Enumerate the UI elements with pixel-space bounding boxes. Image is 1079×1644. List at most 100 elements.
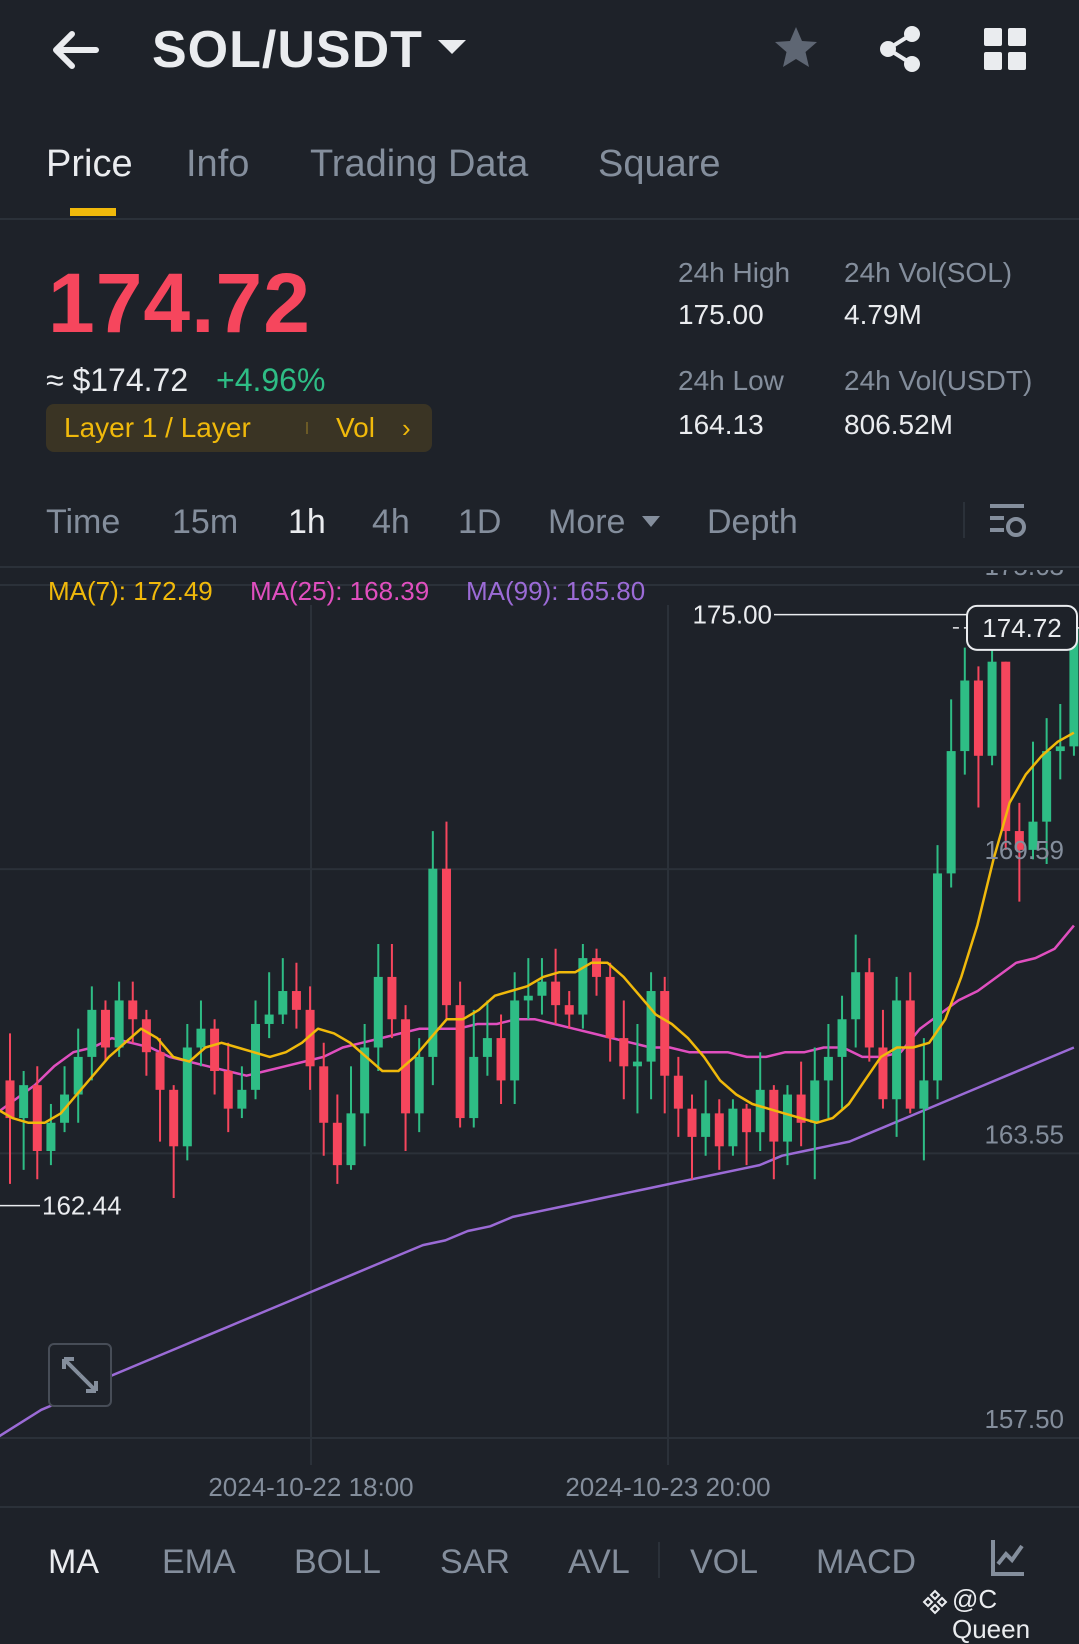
candle-body — [455, 1005, 465, 1119]
candle — [441, 821, 451, 1020]
indicator-settings-icon[interactable] — [990, 1538, 1026, 1578]
candle-body — [264, 1014, 274, 1024]
candle — [687, 1094, 697, 1180]
candle-body — [742, 1108, 752, 1133]
candle-body — [646, 991, 656, 1062]
interval-depth[interactable]: Depth — [707, 503, 798, 541]
candle — [742, 1103, 752, 1166]
candle-body — [810, 1080, 820, 1123]
tab-trading-data[interactable]: Trading Data — [310, 143, 529, 185]
chart-grid — [0, 584, 1079, 1465]
candle-body — [714, 1113, 724, 1147]
candle — [196, 1000, 206, 1067]
candle-body — [223, 1071, 233, 1109]
candle-body — [1001, 661, 1011, 832]
candle-body — [182, 1047, 192, 1147]
tab-price[interactable]: Price — [46, 143, 133, 185]
candle — [332, 1094, 342, 1184]
approx-usd-price: ≈ $174.72 — [46, 362, 189, 398]
candle-body — [210, 1028, 220, 1072]
high-24h-value: 175.00 — [678, 299, 764, 330]
candle — [592, 948, 602, 996]
indicator-avl[interactable]: AVL — [568, 1543, 630, 1581]
candle — [551, 948, 561, 1024]
candle — [155, 1038, 165, 1142]
indicator-ma[interactable]: MA — [48, 1543, 99, 1581]
candle-body — [523, 995, 533, 1001]
candle-body — [387, 976, 397, 1020]
candle — [210, 1019, 220, 1095]
indicator-boll[interactable]: BOLL — [294, 1543, 381, 1581]
candle-body — [141, 1019, 151, 1053]
candle — [632, 1023, 642, 1114]
candle-body — [687, 1108, 697, 1137]
candle — [114, 981, 124, 1057]
candle-body — [769, 1089, 779, 1142]
interval-15m[interactable]: 15m — [172, 503, 239, 541]
candle — [905, 972, 915, 1114]
candle-body — [482, 1038, 492, 1057]
candle — [578, 943, 588, 1029]
indicator-vol[interactable]: VOL — [690, 1543, 759, 1581]
indicator-sar[interactable]: SAR — [440, 1543, 510, 1581]
candle — [373, 943, 383, 1072]
candle — [237, 1066, 247, 1119]
candle — [73, 1028, 83, 1123]
indicator-macd[interactable]: MACD — [816, 1543, 917, 1581]
category-tag[interactable] — [46, 404, 432, 452]
chart-settings-icon[interactable] — [988, 500, 1028, 540]
ma99-polyline — [0, 1046, 1075, 1438]
candle-body — [960, 680, 970, 752]
candle-body — [823, 1056, 833, 1081]
candle-body — [1014, 831, 1024, 850]
grid-menu-icon[interactable] — [984, 28, 1026, 70]
candle-body — [946, 751, 956, 874]
candle — [769, 1085, 779, 1180]
candle-body — [305, 1009, 315, 1067]
candles — [5, 614, 1079, 1199]
share-icon[interactable] — [876, 24, 924, 74]
candle — [523, 958, 533, 1020]
candle — [878, 1009, 888, 1109]
candle — [455, 981, 465, 1128]
candlestick-chart[interactable]: 175.63 169.59 163.55 157.50 2024-10-22 18:00… — [0, 570, 1079, 1520]
pair-title[interactable]: SOL/USDT — [152, 21, 423, 79]
candle-body — [73, 1056, 83, 1095]
candle-body — [196, 1028, 206, 1048]
fullscreen-button[interactable] — [48, 1343, 112, 1407]
candle-body — [605, 976, 615, 1039]
low-marker-label: 162.44 — [42, 1191, 122, 1221]
candle — [496, 1014, 506, 1104]
candle-body — [878, 1047, 888, 1100]
favorite-star-icon[interactable] — [772, 24, 820, 72]
interval-1d[interactable]: 1D — [458, 503, 502, 541]
candle-body — [291, 991, 301, 1010]
candle — [128, 981, 138, 1043]
candle-body — [1042, 751, 1052, 822]
y-tick-label: 175.63 — [984, 570, 1064, 581]
candle — [469, 1009, 479, 1128]
last-price: 174.72 — [48, 256, 311, 350]
category-tag-vol: Vol — [336, 412, 375, 443]
candle-body — [701, 1113, 711, 1137]
candle-body — [46, 1122, 56, 1152]
interval-more[interactable]: More — [548, 503, 626, 541]
candle-body — [987, 661, 997, 756]
candle-body — [332, 1122, 342, 1166]
candle-body — [578, 958, 588, 1015]
candle-body — [32, 1085, 42, 1152]
interval-1h[interactable]: 1h — [288, 503, 326, 541]
y-tick-label: 169.59 — [984, 835, 1064, 865]
low-24h-value: 164.13 — [678, 409, 764, 440]
pair-dropdown-caret-icon[interactable] — [438, 40, 466, 54]
candle-body — [319, 1066, 329, 1123]
candle — [223, 1042, 233, 1133]
ma99-legend: MA(99): 165.80 — [466, 576, 646, 606]
tab-square[interactable]: Square — [598, 143, 721, 185]
back-arrow-icon[interactable] — [50, 28, 100, 72]
interval-4h[interactable]: 4h — [372, 503, 410, 541]
tab-info[interactable]: Info — [186, 143, 250, 185]
indicator-ema[interactable]: EMA — [162, 1543, 236, 1581]
interval-time[interactable]: Time — [46, 503, 121, 541]
candle — [387, 943, 397, 1039]
